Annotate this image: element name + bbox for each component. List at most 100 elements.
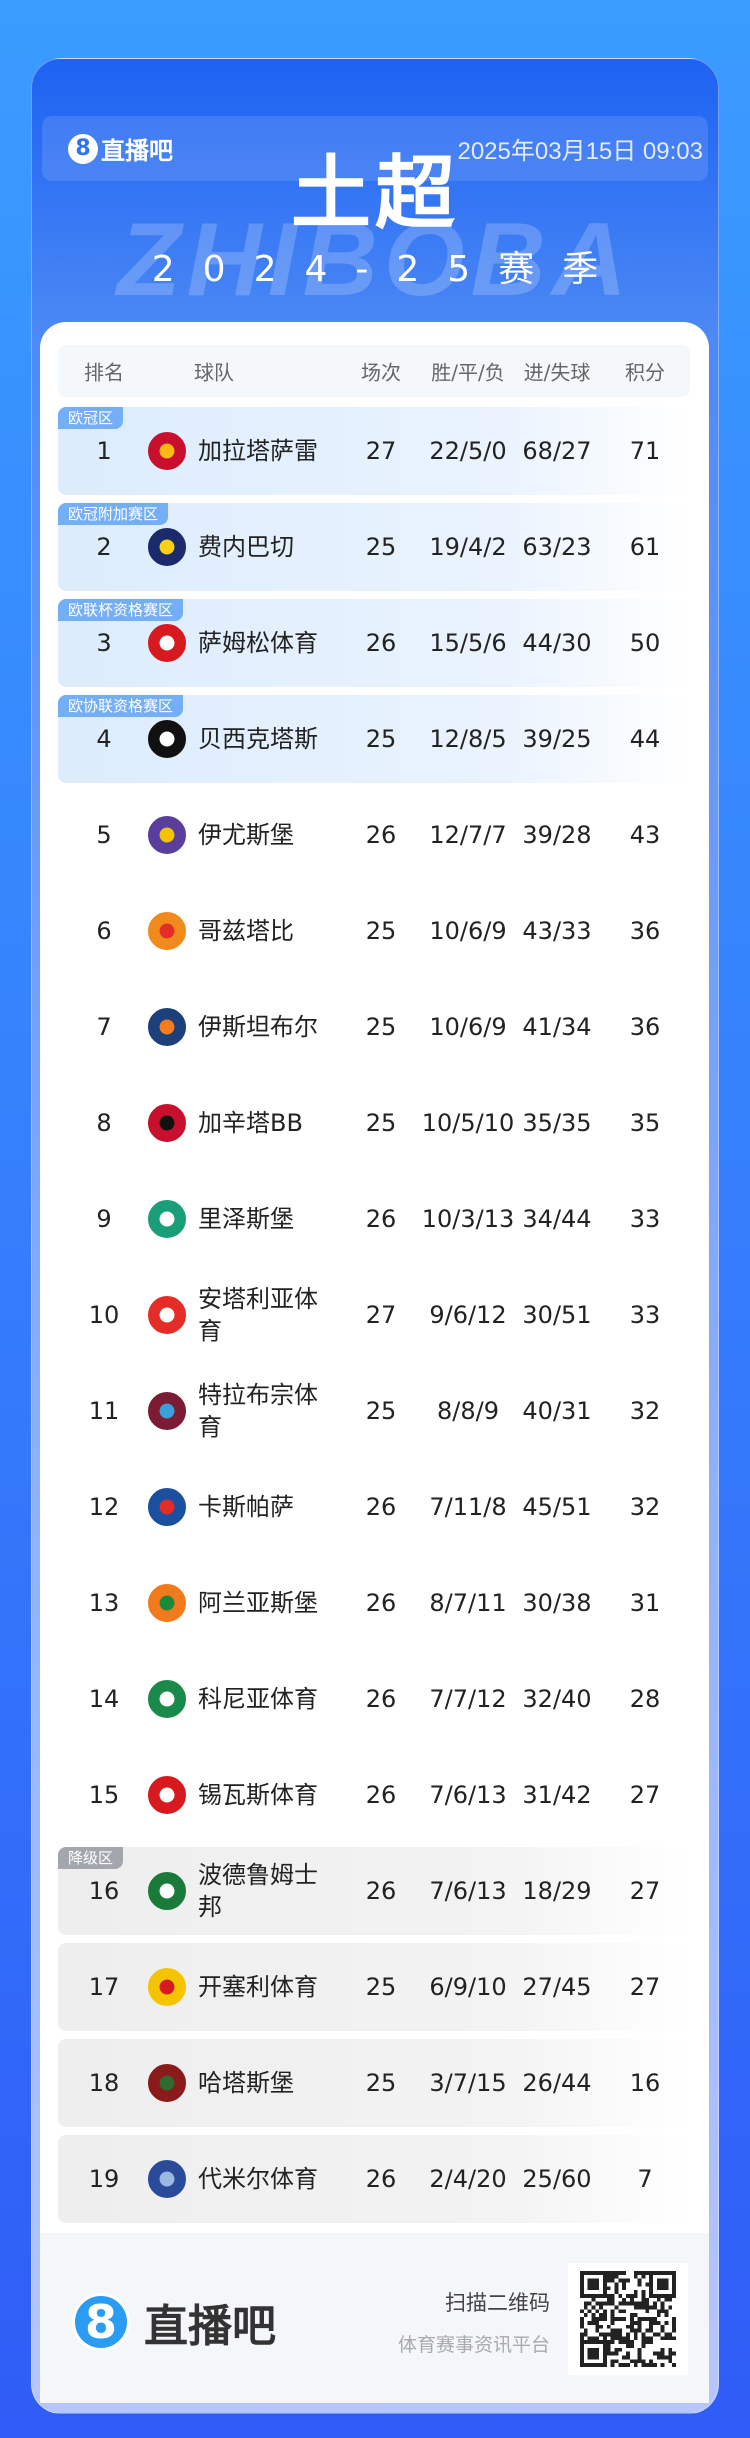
rank: 13	[88, 1589, 120, 1617]
table-row[interactable]: 9 里泽斯堡 26 10/3/13 34/44 33	[58, 1175, 690, 1263]
table-row[interactable]: 12 卡斯帕萨 26 7/11/8 45/51 32	[58, 1463, 690, 1551]
col-rank: 排名	[84, 360, 124, 385]
rank: 15	[88, 1781, 120, 1809]
team-name[interactable]: 加拉塔萨雷	[198, 437, 318, 465]
team-name[interactable]: 哈塔斯堡	[198, 2069, 294, 2097]
goals: 68/27	[522, 437, 592, 465]
goals: 63/23	[522, 533, 592, 561]
team-logo-icon	[148, 1776, 186, 1814]
team-name[interactable]: 安塔利亚体育	[198, 1285, 318, 1345]
league-title: 土超	[291, 147, 459, 240]
team-name[interactable]: 波德鲁姆士邦	[198, 1861, 318, 1921]
points: 61	[629, 533, 661, 561]
points: 27	[629, 1973, 661, 2001]
rank: 3	[96, 629, 112, 657]
table-row[interactable]: 6 哥兹塔比 25 10/6/9 43/33 36	[58, 887, 690, 975]
team-name[interactable]: 阿兰亚斯堡	[198, 1589, 318, 1617]
team-logo-icon	[148, 432, 186, 470]
rank: 7	[96, 1013, 112, 1041]
team-logo-icon	[148, 1008, 186, 1046]
table-row[interactable]: 欧冠区 1 加拉塔萨雷 27 22/5/0 68/27 71	[58, 407, 690, 495]
played: 25	[365, 917, 397, 945]
goals: 25/60	[522, 2165, 592, 2193]
team-name[interactable]: 里泽斯堡	[198, 1205, 294, 1233]
table-row[interactable]: 17 开塞利体育 25 6/9/10 27/45 27	[58, 1943, 690, 2031]
brand-logo: 8 直播吧	[68, 131, 173, 166]
table-row[interactable]: 11 特拉布宗体育 25 8/8/9 40/31 32	[58, 1367, 690, 1455]
team-name[interactable]: 卡斯帕萨	[198, 1493, 294, 1521]
goals: 39/25	[522, 725, 592, 753]
team-name[interactable]: 代米尔体育	[198, 2165, 318, 2193]
zone-tag: 欧协联资格赛区	[58, 695, 184, 717]
played: 25	[365, 1973, 397, 2001]
team-logo-icon	[148, 1488, 186, 1526]
rank: 5	[96, 821, 112, 849]
wdl: 19/4/2	[429, 533, 507, 561]
col-team: 球队	[194, 360, 234, 385]
team-name[interactable]: 哥兹塔比	[198, 917, 294, 945]
table-row[interactable]: 14 科尼亚体育 26 7/7/12 32/40 28	[58, 1655, 690, 1743]
points: 33	[629, 1205, 661, 1233]
zone-tag: 欧冠区	[58, 407, 124, 429]
goals: 41/34	[522, 1013, 592, 1041]
slogan: 体育赛事资讯平台	[397, 2334, 550, 2356]
rank: 9	[96, 1205, 112, 1233]
table-row[interactable]: 降级区 16 波德鲁姆士邦 26 7/6/13 18/29 27	[58, 1847, 690, 1935]
table-row[interactable]: 19 代米尔体育 26 2/4/20 25/60 7	[58, 2135, 690, 2223]
qr-code	[568, 2263, 688, 2375]
wdl: 12/8/5	[429, 725, 507, 753]
team-name[interactable]: 费内巴切	[198, 533, 294, 561]
table-row[interactable]: 18 哈塔斯堡 25 3/7/15 26/44 16	[58, 2039, 690, 2127]
points: 35	[629, 1109, 661, 1137]
team-name[interactable]: 贝西克塔斯	[198, 725, 318, 753]
wdl: 15/5/6	[429, 629, 507, 657]
table-row[interactable]: 欧冠附加赛区 2 费内巴切 25 19/4/2 63/23 61	[58, 503, 690, 591]
table-row[interactable]: 7 伊斯坦布尔 25 10/6/9 41/34 36	[58, 983, 690, 1071]
rank: 1	[96, 437, 112, 465]
team-name[interactable]: 伊尤斯堡	[198, 821, 294, 849]
goals: 39/28	[522, 821, 592, 849]
team-name[interactable]: 加辛塔BB	[198, 1109, 303, 1137]
season-label: 2024-25赛季	[151, 249, 627, 290]
points: 16	[629, 2069, 661, 2097]
team-name[interactable]: 萨姆松体育	[198, 629, 318, 657]
table-row[interactable]: 欧协联资格赛区 4 贝西克塔斯 25 12/8/5 39/25 44	[58, 695, 690, 783]
team-name[interactable]: 特拉布宗体育	[198, 1381, 318, 1441]
wdl: 8/7/11	[429, 1589, 507, 1617]
wdl: 9/6/12	[429, 1301, 507, 1329]
rank: 14	[88, 1685, 120, 1713]
played: 25	[365, 533, 397, 561]
rank: 19	[88, 2165, 120, 2193]
team-name[interactable]: 伊斯坦布尔	[198, 1013, 318, 1041]
played: 25	[365, 1397, 397, 1425]
team-name[interactable]: 锡瓦斯体育	[198, 1781, 318, 1809]
table-row[interactable]: 10 安塔利亚体育 27 9/6/12 30/51 33	[58, 1271, 690, 1359]
team-name[interactable]: 开塞利体育	[198, 1973, 318, 2001]
table-row[interactable]: 欧联杯资格赛区 3 萨姆松体育 26 15/5/6 44/30 50	[58, 599, 690, 687]
wdl: 10/6/9	[429, 917, 507, 945]
wdl: 3/7/15	[429, 2069, 507, 2097]
brand-mark-icon: 8	[68, 133, 98, 164]
goals: 34/44	[522, 1205, 592, 1233]
table-row[interactable]: 8 加辛塔BB 25 10/5/10 35/35 35	[58, 1079, 690, 1167]
table-row[interactable]: 13 阿兰亚斯堡 26 8/7/11 30/38 31	[58, 1559, 690, 1647]
team-logo-icon	[148, 1968, 186, 2006]
table-row[interactable]: 15 锡瓦斯体育 26 7/6/13 31/42 27	[58, 1751, 690, 1839]
team-name[interactable]: 科尼亚体育	[198, 1685, 318, 1713]
team-logo-icon	[148, 1584, 186, 1622]
team-logo-icon	[148, 1872, 186, 1910]
wdl: 7/7/12	[429, 1685, 507, 1713]
rank: 18	[88, 2069, 120, 2097]
points: 36	[629, 1013, 661, 1041]
wdl: 6/9/10	[429, 1973, 507, 2001]
table-row[interactable]: 5 伊尤斯堡 26 12/7/7 39/28 43	[58, 791, 690, 879]
rank: 11	[88, 1397, 120, 1425]
col-played: 场次	[361, 360, 401, 385]
goals: 45/51	[522, 1493, 592, 1521]
rank: 16	[88, 1877, 120, 1905]
played: 26	[365, 2165, 397, 2193]
team-logo-icon	[148, 1104, 186, 1142]
brand-mark-icon: 8	[72, 2293, 130, 2351]
goals: 26/44	[522, 2069, 592, 2097]
watermark: ZHIBOBA	[117, 202, 633, 318]
